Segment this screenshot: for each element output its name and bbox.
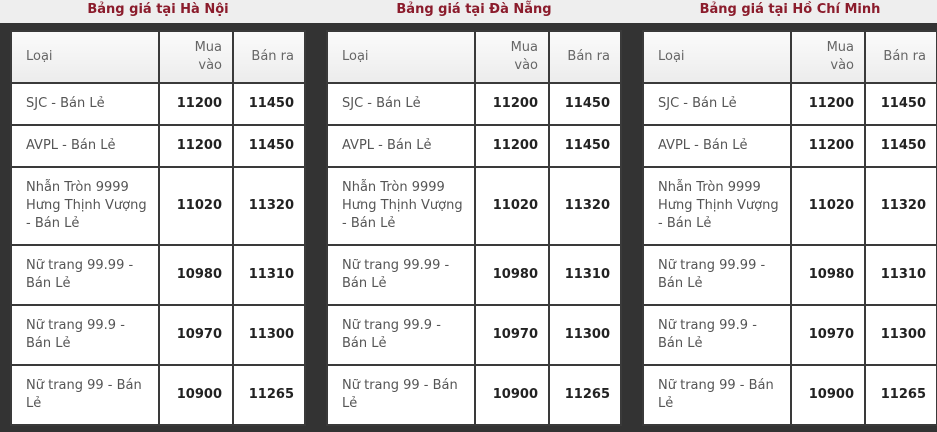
table-row: Nhẫn Tròn 9999 Hưng Thịnh Vượng - Bán Lẻ…: [326, 166, 622, 246]
buy-price: 11200: [158, 124, 234, 168]
table-row: AVPL - Bán Lẻ 11200 11450: [642, 124, 937, 168]
product-name: Nữ trang 99.99 - Bán Lẻ: [326, 244, 476, 306]
sell-price: 11265: [232, 364, 306, 426]
table-row: AVPL - Bán Lẻ 11200 11450: [10, 124, 306, 168]
sell-price: 11450: [864, 124, 937, 168]
buy-price: 10980: [158, 244, 234, 306]
buy-price: 10980: [790, 244, 866, 306]
buy-price: 10900: [158, 364, 234, 426]
table-row: Nữ trang 99.9 - Bán Lẻ 10970 11300: [326, 304, 622, 366]
col-loai: Loại: [10, 30, 160, 84]
sell-price: 11310: [864, 244, 937, 306]
table-row: Nữ trang 99 - Bán Lẻ 10900 11265: [326, 364, 622, 426]
sell-price: 11265: [864, 364, 937, 426]
buy-price: 10980: [474, 244, 550, 306]
table-header: Loại Mua vào Bán ra: [10, 30, 306, 84]
sell-price: 11265: [548, 364, 622, 426]
sell-price: 11450: [864, 82, 937, 126]
table-row: Nhẫn Tròn 9999 Hưng Thịnh Vượng - Bán Lẻ…: [10, 166, 306, 246]
sell-price: 11320: [232, 166, 306, 246]
col-ban: Bán ra: [864, 30, 937, 84]
table-row: Nữ trang 99.9 - Bán Lẻ 10970 11300: [642, 304, 937, 366]
buy-price: 11020: [790, 166, 866, 246]
sell-price: 11450: [548, 82, 622, 126]
col-ban: Bán ra: [232, 30, 306, 84]
price-table-panel: Loại Mua vào Bán ra SJC - Bán Lẻ 11200 11450 A…: [10, 30, 306, 426]
buy-price: 10970: [474, 304, 550, 366]
table-row: SJC - Bán Lẻ 11200 11450: [326, 82, 622, 126]
product-name: SJC - Bán Lẻ: [326, 82, 476, 126]
product-name: Nữ trang 99.9 - Bán Lẻ: [642, 304, 792, 366]
product-name: Nữ trang 99.99 - Bán Lẻ: [642, 244, 792, 306]
panel-title: Bảng giá tại Hà Nội: [87, 2, 229, 17]
sell-price: 11310: [548, 244, 622, 306]
price-table-panel: Loại Mua vào Bán ra SJC - Bán Lẻ 11200 11450 A…: [326, 30, 622, 426]
buy-price: 11020: [474, 166, 550, 246]
product-name: SJC - Bán Lẻ: [10, 82, 160, 126]
table-row: SJC - Bán Lẻ 11200 11450: [10, 82, 306, 126]
panel-title: Bảng giá tại Hồ Chí Minh: [699, 2, 881, 17]
sell-price: 11300: [864, 304, 937, 366]
product-name: AVPL - Bán Lẻ: [326, 124, 476, 168]
sell-price: 11320: [864, 166, 937, 246]
col-mua: Mua vào: [158, 30, 234, 84]
product-name: Nữ trang 99.9 - Bán Lẻ: [10, 304, 160, 366]
product-name: Nhẫn Tròn 9999 Hưng Thịnh Vượng - Bán Lẻ: [10, 166, 160, 246]
panel-title: Bảng giá tại Đà Nẵng: [396, 2, 552, 17]
table-row: Nữ trang 99 - Bán Lẻ 10900 11265: [10, 364, 306, 426]
table-row: Nữ trang 99.99 - Bán Lẻ 10980 11310: [642, 244, 937, 306]
product-name: Nhẫn Tròn 9999 Hưng Thịnh Vượng - Bán Lẻ: [642, 166, 792, 246]
product-name: AVPL - Bán Lẻ: [10, 124, 160, 168]
table-row: Nữ trang 99.99 - Bán Lẻ 10980 11310: [10, 244, 306, 306]
sell-price: 11300: [232, 304, 306, 366]
buy-price: 10970: [790, 304, 866, 366]
buy-price: 10970: [158, 304, 234, 366]
table-header: Loại Mua vào Bán ra: [642, 30, 937, 84]
table-header: Loại Mua vào Bán ra: [326, 30, 622, 84]
product-name: Nữ trang 99 - Bán Lẻ: [642, 364, 792, 426]
sell-price: 11300: [548, 304, 622, 366]
sell-price: 11450: [548, 124, 622, 168]
table-row: Nữ trang 99 - Bán Lẻ 10900 11265: [642, 364, 937, 426]
product-name: Nữ trang 99 - Bán Lẻ: [10, 364, 160, 426]
price-table: Loại Mua vào Bán ra SJC - Bán Lẻ 11200 11450 A…: [10, 30, 306, 426]
price-table-panel: Loại Mua vào Bán ra SJC - Bán Lẻ 11200 11450 A…: [642, 30, 937, 426]
buy-price: 10900: [474, 364, 550, 426]
product-name: Nữ trang 99 - Bán Lẻ: [326, 364, 476, 426]
sell-price: 11320: [548, 166, 622, 246]
table-row: Nữ trang 99.9 - Bán Lẻ 10970 11300: [10, 304, 306, 366]
product-name: Nhẫn Tròn 9999 Hưng Thịnh Vượng - Bán Lẻ: [326, 166, 476, 246]
col-loai: Loại: [326, 30, 476, 84]
buy-price: 10900: [790, 364, 866, 426]
buy-price: 11200: [790, 82, 866, 126]
product-name: Nữ trang 99.99 - Bán Lẻ: [10, 244, 160, 306]
col-mua: Mua vào: [790, 30, 866, 84]
product-name: AVPL - Bán Lẻ: [642, 124, 792, 168]
product-name: SJC - Bán Lẻ: [642, 82, 792, 126]
buy-price: 11020: [158, 166, 234, 246]
table-row: Nữ trang 99.99 - Bán Lẻ 10980 11310: [326, 244, 622, 306]
sell-price: 11450: [232, 82, 306, 126]
table-row: AVPL - Bán Lẻ 11200 11450: [326, 124, 622, 168]
table-row: Nhẫn Tròn 9999 Hưng Thịnh Vượng - Bán Lẻ…: [642, 166, 937, 246]
col-loai: Loại: [642, 30, 792, 84]
buy-price: 11200: [474, 124, 550, 168]
title-bar: [0, 0, 937, 23]
col-ban: Bán ra: [548, 30, 622, 84]
buy-price: 11200: [158, 82, 234, 126]
price-table: Loại Mua vào Bán ra SJC - Bán Lẻ 11200 11450 A…: [642, 30, 937, 426]
col-mua: Mua vào: [474, 30, 550, 84]
table-row: SJC - Bán Lẻ 11200 11450: [642, 82, 937, 126]
buy-price: 11200: [474, 82, 550, 126]
product-name: Nữ trang 99.9 - Bán Lẻ: [326, 304, 476, 366]
price-table: Loại Mua vào Bán ra SJC - Bán Lẻ 11200 11450 A…: [326, 30, 622, 426]
sell-price: 11450: [232, 124, 306, 168]
buy-price: 11200: [790, 124, 866, 168]
sell-price: 11310: [232, 244, 306, 306]
